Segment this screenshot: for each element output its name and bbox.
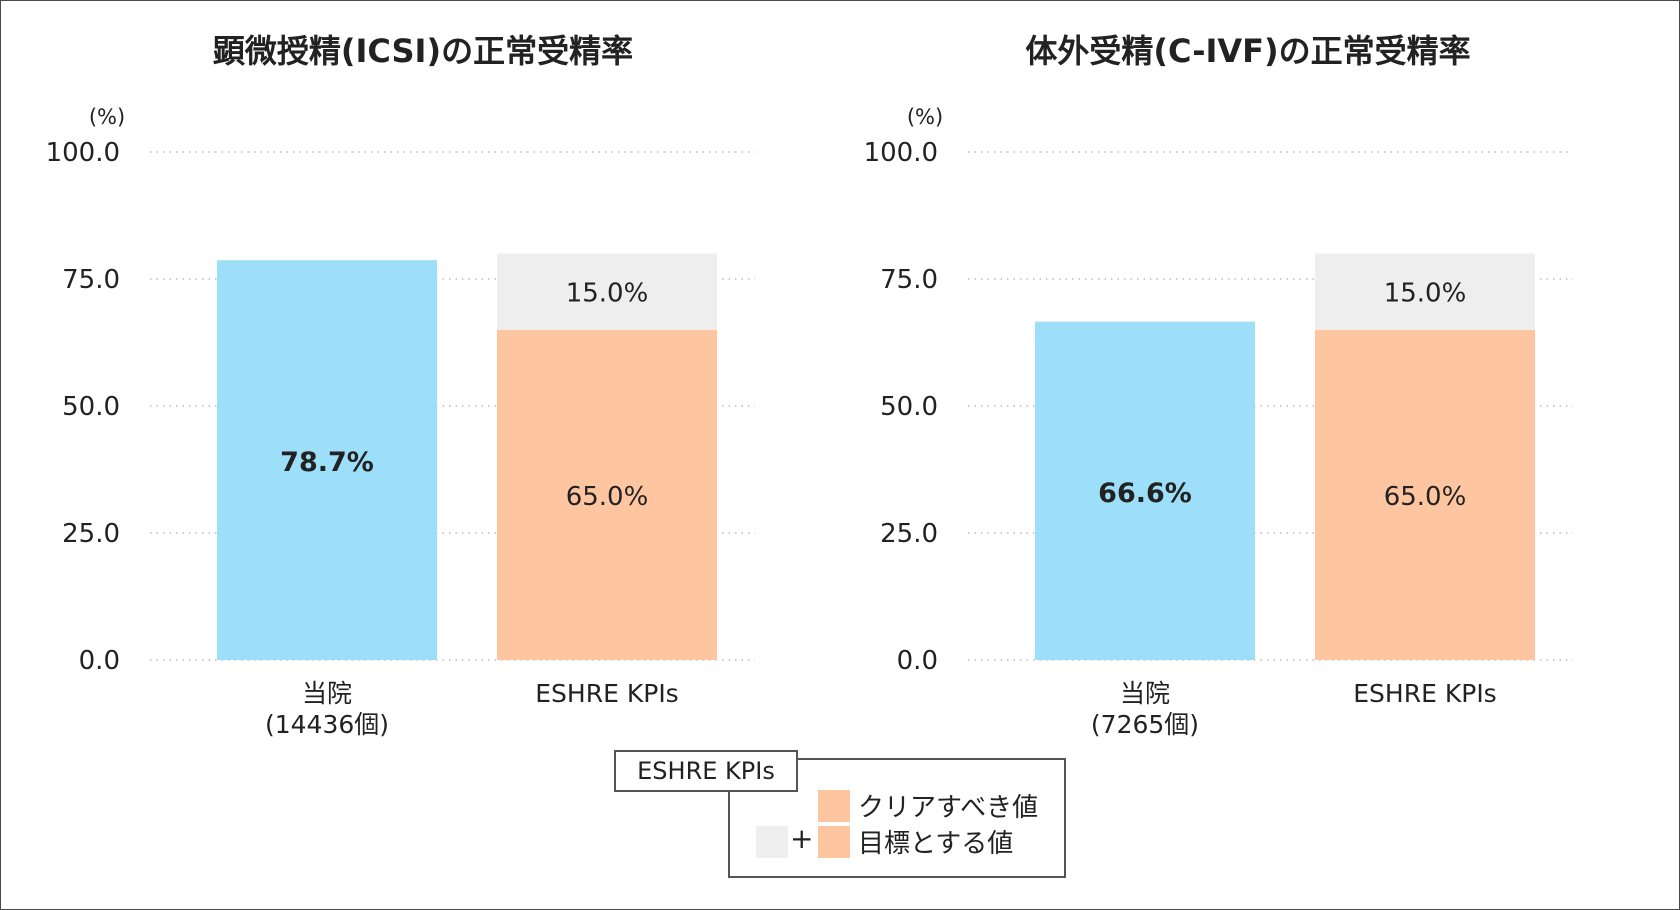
y-unit-label: (%) bbox=[907, 105, 943, 129]
bar-eshre-base bbox=[497, 329, 717, 660]
bar-hospital bbox=[217, 260, 437, 660]
x-category-label: 当院 bbox=[302, 679, 352, 708]
bar-eshre-base bbox=[1315, 329, 1535, 660]
bar-hospital-label: 66.6% bbox=[1098, 478, 1192, 509]
y-tick-label: 25.0 bbox=[880, 519, 938, 549]
x-category-label: ESHRE KPIs bbox=[535, 679, 678, 708]
y-tick-label: 50.0 bbox=[62, 392, 120, 422]
y-tick-label: 25.0 bbox=[62, 519, 120, 549]
bar-eshre-extra bbox=[497, 253, 717, 330]
y-tick-label: 75.0 bbox=[880, 265, 938, 295]
legend-label-clear: クリアすべき値 bbox=[858, 793, 1039, 823]
x-category-sublabel: (7265個) bbox=[1091, 710, 1199, 739]
y-tick-label: 50.0 bbox=[880, 392, 938, 422]
x-category-label: ESHRE KPIs bbox=[1353, 679, 1496, 708]
y-tick-label: 0.0 bbox=[79, 646, 120, 676]
legend-swatch-margin bbox=[756, 826, 788, 858]
bar-hospital bbox=[1035, 321, 1255, 660]
legend-swatch-target-clear bbox=[818, 790, 850, 822]
y-tick-label: 75.0 bbox=[62, 265, 120, 295]
bar-hospital-label: 78.7% bbox=[280, 447, 374, 478]
y-tick-label: 100.0 bbox=[864, 138, 938, 168]
x-category-label: 当院 bbox=[1120, 679, 1170, 708]
y-tick-label: 0.0 bbox=[897, 646, 938, 676]
bar-eshre-extra bbox=[1315, 253, 1535, 330]
legend-swatch-target-goal bbox=[818, 826, 850, 858]
y-unit-label: (%) bbox=[89, 105, 125, 129]
legend-tag: ESHRE KPIs bbox=[614, 750, 798, 792]
bar-eshre-base-label: 65.0% bbox=[1384, 482, 1467, 512]
x-category-sublabel: (14436個) bbox=[265, 710, 389, 739]
chart-title: 体外受精(C-IVF)の正常受精率 bbox=[1025, 32, 1470, 70]
bar-eshre-extra-label: 15.0% bbox=[1384, 279, 1467, 309]
legend-label-goal: 目標とする値 bbox=[858, 829, 1014, 859]
legend-plus: + bbox=[790, 822, 814, 855]
bar-eshre-extra-label: 15.0% bbox=[566, 279, 649, 309]
y-tick-label: 100.0 bbox=[46, 138, 120, 168]
bar-eshre-base-label: 65.0% bbox=[566, 482, 649, 512]
chart-title: 顕微授精(ICSI)の正常受精率 bbox=[213, 32, 633, 70]
